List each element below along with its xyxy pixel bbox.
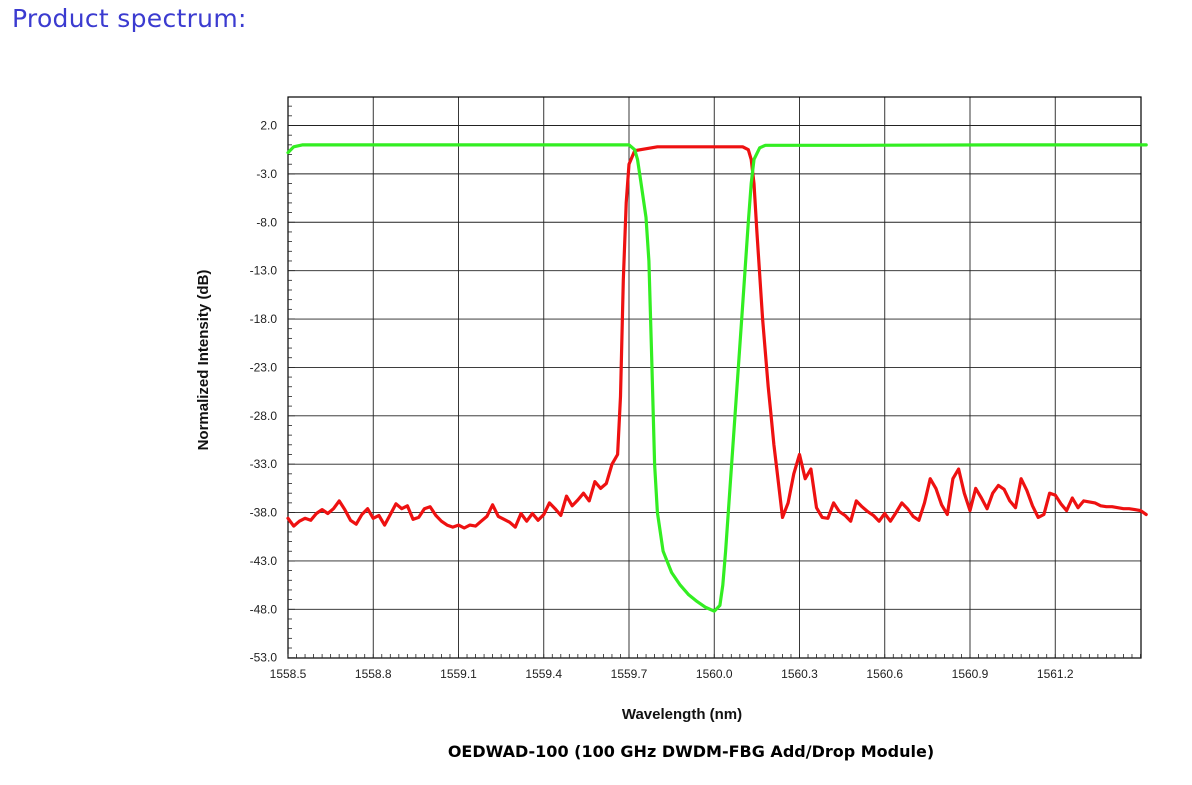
x-tick-label: 1560.3: [781, 667, 818, 681]
y-tick-label: -48.0: [250, 602, 278, 616]
y-tick-label: -28.0: [250, 409, 278, 423]
y-tick-label: -53.0: [250, 651, 278, 665]
y-axis-title: Normalized Intensity (dB): [195, 270, 212, 451]
minor-ticks: [287, 105, 1141, 659]
series-layer: [286, 143, 1148, 613]
x-axis-ticks: 1558.5 1558.8 1559.1 1559.4 1559.7 1560.0 1560…: [270, 667, 1074, 681]
x-tick-label: 1559.4: [525, 667, 562, 681]
x-tick-label: 1560.9: [952, 667, 989, 681]
y-tick-label: -8.0: [256, 215, 277, 229]
page-heading: Product spectrum:: [12, 4, 247, 33]
x-tick-label: 1560.0: [696, 667, 733, 681]
y-tick-label: -13.0: [250, 264, 278, 278]
x-axis-title: Wavelength (nm): [622, 706, 742, 723]
y-axis-ticks: 2.0 -3.0 -8.0 -13.0 -18.0 -23.0 -28.0 -33.0 -38.…: [250, 119, 278, 665]
y-tick-label: -3.0: [256, 167, 277, 181]
y-tick-label: -18.0: [250, 312, 278, 326]
y-tick-label: -38.0: [250, 506, 278, 520]
x-tick-label: 1559.7: [611, 667, 648, 681]
x-tick-label: 1560.6: [866, 667, 903, 681]
series-line-1: [286, 145, 1148, 530]
x-tick-label: 1561.2: [1037, 667, 1074, 681]
y-tick-label: -23.0: [250, 360, 278, 374]
figure-caption: OEDWAD-100 (100 GHz DWDM-FBG Add/Drop Mo…: [447, 742, 935, 761]
y-tick-label: -43.0: [250, 554, 278, 568]
x-tick-label: 1558.5: [270, 667, 307, 681]
x-tick-label: 1558.8: [355, 667, 392, 681]
series-line-2: [286, 143, 1148, 613]
chart-grid: [288, 97, 1141, 658]
x-tick-label: 1559.1: [440, 667, 477, 681]
y-tick-label: -33.0: [250, 457, 278, 471]
y-tick-label: 2.0: [260, 119, 277, 133]
